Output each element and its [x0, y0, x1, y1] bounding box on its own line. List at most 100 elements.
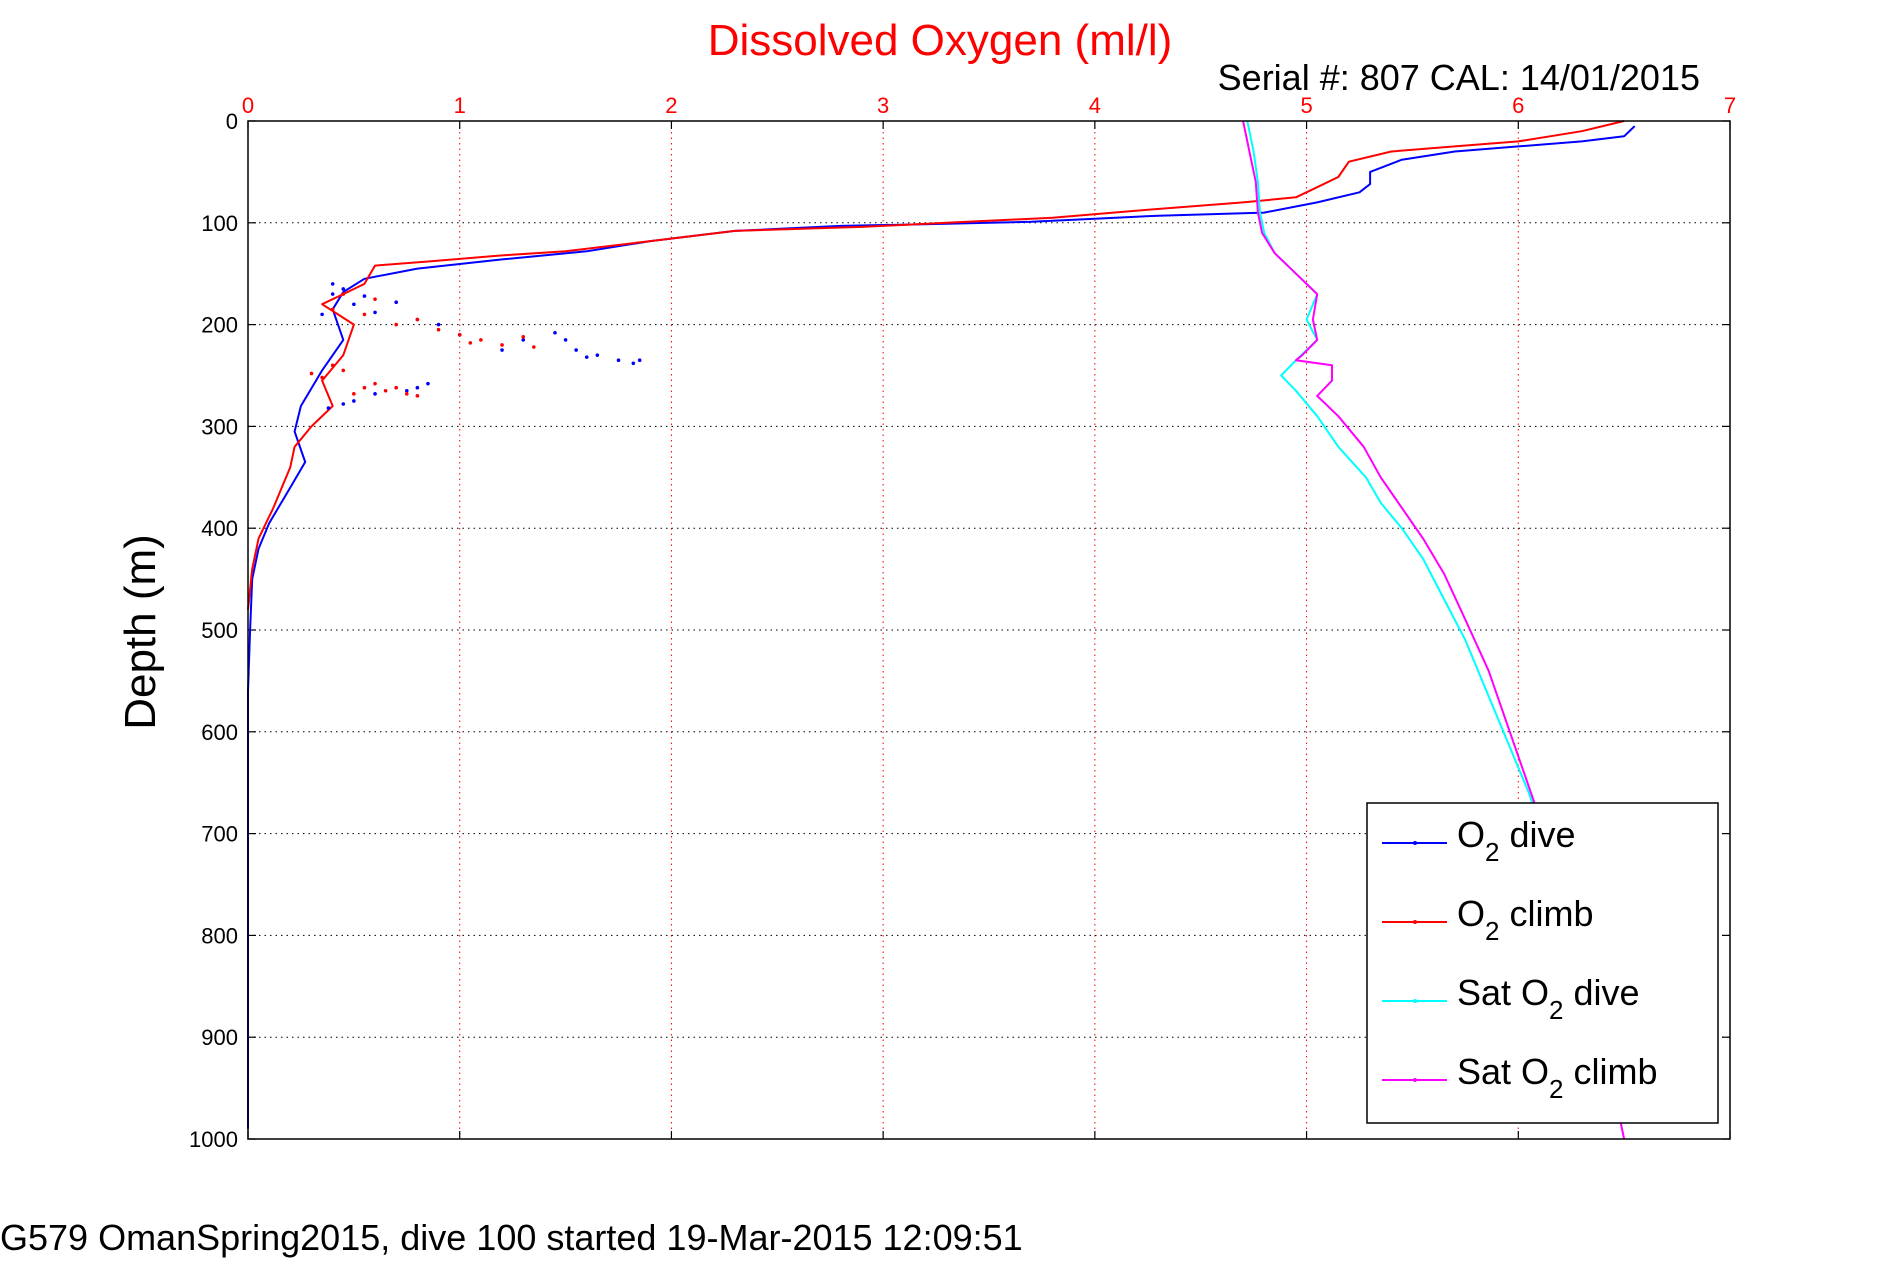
- y-axis-label: Depth (m): [116, 534, 165, 730]
- legend-label-rest: dive: [1499, 814, 1575, 855]
- scatter-point: [415, 385, 420, 390]
- y-tick-label: 600: [201, 720, 238, 745]
- scatter-point: [574, 348, 578, 352]
- y-tick-labels: 0 100 200 300 400 500 600 700 800 900 1000: [189, 109, 1730, 1152]
- scatter-point: [383, 388, 388, 393]
- legend-swatch-marker: [1413, 920, 1417, 924]
- legend-label-subscript: 2: [1549, 1074, 1563, 1104]
- y-tick-label: 500: [201, 618, 238, 643]
- y-tick-label: 300: [201, 414, 238, 439]
- scatter-point: [373, 381, 377, 386]
- legend-label-main: O: [1457, 893, 1485, 934]
- scatter-point: [595, 353, 600, 357]
- y-tick-label: 900: [201, 1025, 238, 1050]
- x-tick-label: 7: [1724, 93, 1736, 118]
- x-tick-label: 6: [1512, 93, 1524, 118]
- scatter-point: [352, 392, 356, 396]
- scatter-point: [341, 402, 346, 406]
- scatter-point: [468, 341, 473, 345]
- scatter-point: [330, 292, 335, 296]
- legend-label: Sat O2 climb: [1457, 1051, 1658, 1104]
- y-tick-label: 100: [201, 211, 238, 236]
- scatter-point: [521, 338, 526, 342]
- scatter-point: [362, 312, 367, 317]
- scatter-point: [373, 392, 377, 396]
- y-tick-label: 400: [201, 516, 238, 541]
- legend-label-subscript: 2: [1549, 995, 1563, 1025]
- scatter-point: [394, 300, 399, 305]
- legend-label-main: Sat O: [1457, 972, 1549, 1013]
- legend-label-main: O: [1457, 814, 1485, 855]
- legend-label-rest: dive: [1564, 972, 1640, 1013]
- x-tick-label: 4: [1089, 93, 1101, 118]
- scatter-point: [426, 381, 430, 386]
- x-tick-labels: 0 1 2 3 4 5 6 7: [242, 93, 1736, 1139]
- scatter-point: [616, 358, 621, 363]
- scatter-point: [532, 345, 536, 349]
- legend-box: [1366, 802, 1719, 1124]
- y-tick-label: 1000: [189, 1127, 238, 1152]
- legend-label: O2 dive: [1457, 814, 1576, 867]
- scatter-point: [500, 348, 504, 352]
- scatter-point: [341, 368, 346, 373]
- scatter-point: [330, 282, 335, 286]
- legend-label-main: Sat O: [1457, 1051, 1549, 1092]
- x-tick-label: 2: [665, 93, 677, 118]
- y-tick-label: 800: [201, 923, 238, 948]
- scatter-point: [320, 312, 324, 317]
- scatter-point: [341, 287, 346, 291]
- scatter-point: [352, 399, 356, 403]
- legend-swatch-marker: [1413, 999, 1417, 1003]
- scatter-point: [404, 392, 409, 396]
- scatter-point: [373, 310, 377, 315]
- scatter-point: [309, 371, 314, 376]
- scatter-point: [436, 327, 441, 332]
- scatter-point: [320, 375, 324, 380]
- chart-subtitle: Serial #: 807 CAL: 14/01/2015: [1218, 57, 1700, 98]
- scatter-points: [309, 282, 642, 410]
- scatter-point: [553, 330, 557, 335]
- scatter-point: [330, 363, 335, 368]
- x-tick-label: 0: [242, 93, 254, 118]
- y-tick-label: 200: [201, 313, 238, 338]
- scatter-point: [373, 297, 377, 301]
- scatter-point: [362, 385, 367, 390]
- scatter-point: [326, 406, 331, 410]
- legend-label-rest: climb: [1499, 893, 1593, 934]
- scatter-point: [637, 358, 642, 363]
- chart-title: Dissolved Oxygen (ml/l): [708, 16, 1173, 65]
- y-tick-label: 700: [201, 822, 238, 847]
- scatter-point: [521, 335, 526, 339]
- footer-caption: G579 OmanSpring2015, dive 100 started 19…: [0, 1217, 1023, 1258]
- scatter-point: [352, 302, 356, 307]
- legend-swatch-marker: [1413, 841, 1417, 845]
- scatter-point: [457, 332, 462, 337]
- scatter-point: [404, 388, 409, 393]
- scatter-point: [436, 322, 441, 327]
- scatter-point: [631, 361, 636, 366]
- scatter-point: [362, 294, 367, 298]
- series-line-o2-climb: [247, 120, 1625, 610]
- scatter-point: [500, 343, 504, 347]
- scatter-point: [584, 355, 589, 359]
- scatter-point: [330, 307, 335, 312]
- scatter-point: [341, 292, 346, 296]
- legend-label-rest: climb: [1564, 1051, 1658, 1092]
- x-tick-label: 5: [1300, 93, 1312, 118]
- x-tick-label: 1: [454, 93, 466, 118]
- legend-label: Sat O2 dive: [1457, 972, 1640, 1025]
- y-tick-label: 0: [226, 109, 238, 134]
- legend-swatch-marker: [1413, 1078, 1417, 1082]
- scatter-point: [415, 394, 420, 398]
- x-tick-label: 3: [877, 93, 889, 118]
- scatter-point: [415, 317, 420, 322]
- axes-frame: [247, 120, 1731, 1140]
- scatter-point: [479, 338, 483, 342]
- series-line-o2-dive: [247, 125, 1636, 1129]
- legend-label-subscript: 2: [1485, 837, 1499, 867]
- scatter-point: [394, 322, 399, 327]
- legend-label: O2 climb: [1457, 893, 1594, 946]
- scatter-point: [394, 385, 399, 390]
